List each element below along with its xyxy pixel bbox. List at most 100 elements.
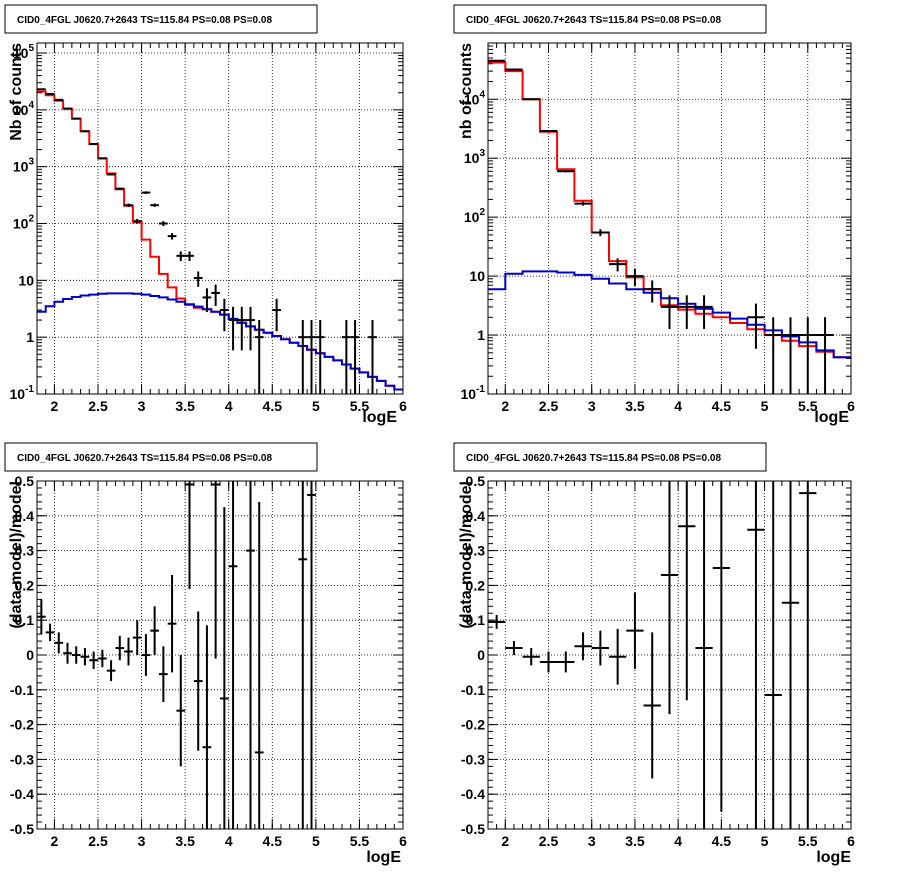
data-point — [98, 649, 107, 668]
data-point — [237, 306, 247, 351]
y-tick-label: 0.4 — [466, 508, 486, 524]
data-point — [660, 481, 679, 715]
data-point — [539, 129, 558, 132]
x-tick-label: 6 — [399, 398, 407, 414]
plot-frame — [487, 480, 852, 830]
x-tick-label: 3 — [588, 833, 596, 849]
plot-frame — [487, 42, 852, 395]
y-tick-label: -0.5 — [10, 821, 34, 837]
x-tick-label: 3.5 — [625, 833, 645, 849]
x-tick-label: 6 — [847, 833, 855, 849]
data-point — [609, 628, 627, 685]
data-point — [557, 170, 575, 173]
data-point — [643, 280, 661, 303]
title-box — [453, 442, 767, 472]
data-point — [678, 481, 696, 701]
y-tick-label: -0.1 — [10, 682, 34, 698]
x-tick-label: 5.5 — [350, 833, 370, 849]
data-point — [678, 295, 696, 329]
y-tick-label: 102 — [464, 207, 486, 225]
tick-exponent: 3 — [28, 157, 34, 168]
data-point — [254, 501, 264, 829]
x-tick-label: 4.5 — [263, 398, 283, 414]
data-point — [141, 634, 151, 676]
data-point — [764, 481, 782, 829]
x-axis-label: logE — [362, 409, 397, 426]
x-tick-label: 4.5 — [712, 398, 732, 414]
x-tick-label: 4 — [674, 398, 682, 414]
y-tick-label: 1 — [477, 327, 485, 343]
data-point — [254, 320, 264, 394]
x-tick-label: 3 — [138, 398, 146, 414]
data-point — [816, 317, 834, 394]
x-tick-label: 5 — [312, 833, 320, 849]
data-point — [660, 295, 679, 329]
panel-residuals-right: CID0_4FGL J0620.7+2643 TS=115.84 PS=0.08… — [453, 442, 855, 866]
x-tick-label: 5.5 — [350, 398, 370, 414]
data-point — [106, 173, 116, 176]
plot-frame — [36, 480, 404, 830]
x-tick-label: 2.5 — [539, 833, 559, 849]
tick-exponent: 5 — [28, 43, 34, 54]
x-tick-label: 3 — [588, 398, 596, 414]
data-point — [124, 637, 133, 666]
y-tick-label: 0.2 — [466, 577, 486, 593]
data-point — [80, 648, 90, 666]
data-point — [591, 229, 609, 237]
data-point — [781, 317, 800, 394]
data-point — [298, 320, 308, 394]
tick-exponent: -1 — [476, 384, 485, 395]
data-point — [609, 258, 627, 272]
data-point — [764, 317, 782, 394]
data-point — [342, 320, 351, 394]
y-tick-label: 102 — [13, 214, 35, 232]
data-point — [557, 651, 575, 673]
y-tick-label: 1 — [26, 329, 34, 345]
panel-residuals-left: CID0_4FGL J0620.7+2643 TS=115.84 PS=0.08… — [4, 442, 407, 866]
x-tick-label: 5.5 — [798, 398, 818, 414]
data-point — [167, 574, 177, 673]
y-tick-label: 103 — [13, 157, 35, 175]
data-point — [54, 632, 64, 654]
x-tick-label: 3 — [138, 833, 146, 849]
title-box — [4, 442, 318, 472]
data-point — [626, 592, 644, 669]
x-tick-label: 6 — [847, 398, 855, 414]
data-point — [539, 651, 558, 673]
x-tick-label: 3.5 — [175, 833, 195, 849]
chart-title: CID0_4FGL J0620.7+2643 TS=115.84 PS=0.08… — [466, 453, 721, 464]
y-axis-label: Nb of counts — [8, 43, 25, 141]
y-tick-label: 10-1 — [10, 384, 35, 402]
data-point — [228, 481, 238, 829]
data-point — [799, 317, 817, 394]
x-tick-label: 4.5 — [263, 833, 283, 849]
tick-exponent: 2 — [28, 214, 34, 225]
data-point — [159, 646, 168, 702]
source_model-histogram — [488, 270, 851, 359]
data-point — [246, 481, 255, 829]
data-point — [63, 642, 72, 664]
data-point — [220, 298, 229, 332]
tick-exponent: -1 — [25, 384, 34, 395]
y-tick-label: 0.4 — [15, 508, 35, 524]
x-axis-label: logE — [814, 409, 849, 426]
x-axis-label: logE — [816, 849, 851, 866]
data-point — [574, 632, 592, 661]
y-axis-label: (data-model)/model — [8, 481, 25, 629]
data-point — [193, 611, 203, 751]
data-point — [202, 288, 212, 313]
data-point — [488, 614, 506, 629]
y-tick-label: -0.1 — [461, 682, 485, 698]
data-point — [368, 320, 377, 394]
data-point — [176, 251, 186, 262]
x-tick-label: 4.5 — [712, 833, 732, 849]
plot-background — [37, 43, 403, 394]
data-point — [132, 620, 142, 655]
y-tick-label: 10 — [18, 272, 34, 288]
y-axis-label: nb of counts — [458, 43, 475, 139]
panel-counts-left: CID0_4FGL J0620.7+2643 TS=115.84 PS=0.08… — [4, 4, 407, 426]
title-box — [453, 4, 767, 34]
x-tick-label: 5.5 — [798, 833, 818, 849]
